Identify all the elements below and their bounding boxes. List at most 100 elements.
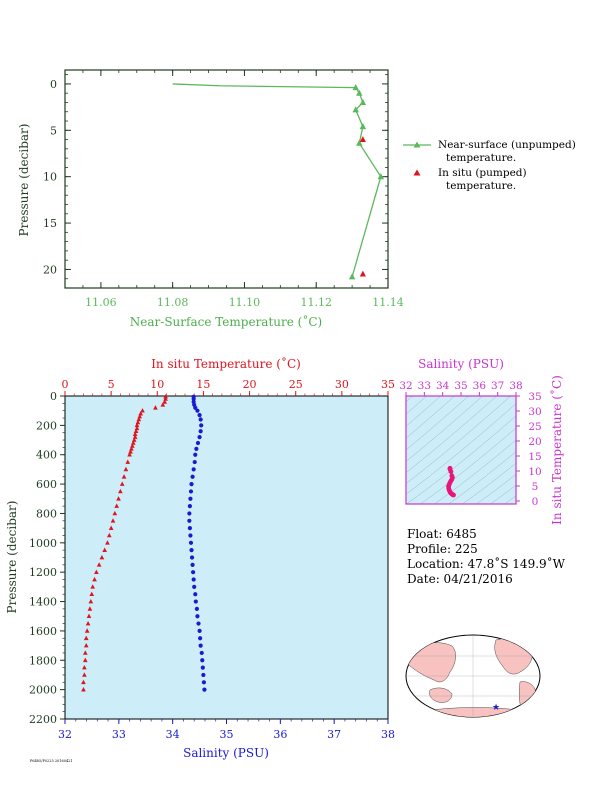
temperature-point	[127, 452, 132, 457]
salinity-point	[188, 533, 193, 538]
temperature-point	[125, 459, 131, 464]
temp-tick-label: 30	[335, 378, 349, 391]
float-location: Location: 47.8˚S 149.9˚W	[407, 557, 565, 571]
salinity-point	[194, 446, 199, 451]
ts-density-contour	[406, 403, 516, 495]
legend-near-surface-label-2: temperature.	[446, 152, 516, 164]
ts-density-contour	[406, 396, 511, 484]
temperature-point	[130, 443, 135, 448]
profile-date: Date: 04/21/2016	[407, 572, 513, 586]
salinity-point	[193, 592, 198, 597]
ts-plot-area	[406, 396, 516, 504]
pres-tick-label: 200	[36, 419, 57, 432]
top-series	[172, 83, 385, 280]
temp-tick-label: 25	[289, 378, 303, 391]
ts-density-contour	[518, 384, 612, 514]
sal-tick-label: 36	[273, 728, 287, 741]
pres-tick-label: 2000	[29, 684, 57, 697]
profile-chart: 0 5 10 15 20 25 30 35 32 33 34 35 36 37 38 0 200 400 600…	[5, 356, 395, 760]
salinity-point	[189, 548, 194, 553]
temperature-point	[82, 657, 88, 663]
pres-tick-label: 2200	[29, 713, 57, 726]
insitu-surface-point	[359, 270, 366, 277]
map-australia	[429, 687, 453, 703]
ts-density-contour	[406, 396, 497, 474]
top-x-tick-label: 11.10	[229, 296, 261, 309]
temperature-point	[106, 532, 112, 538]
salinity-point	[193, 405, 198, 410]
near-surface-point	[352, 106, 359, 113]
sal-tick-label: 38	[381, 728, 395, 741]
top-x-axis-label: Near-Surface Temperature (˚C)	[130, 314, 322, 329]
ts-density-contour	[406, 396, 455, 439]
sal-tick-label: 35	[220, 728, 234, 741]
ts-temp-tick-label: 30	[528, 406, 541, 418]
temperature-point	[160, 402, 166, 407]
temperature-point	[87, 606, 93, 611]
temp-tick-label: 20	[243, 378, 257, 391]
salinity-point	[190, 474, 195, 479]
near-surface-point	[359, 98, 367, 105]
salinity-point	[199, 423, 204, 428]
temperature-point	[82, 650, 88, 655]
temperature-point	[123, 466, 129, 472]
ts-sal-tick-label: 32	[399, 380, 412, 392]
legend-near-surface-marker	[413, 141, 421, 148]
top-y-tick-label: 0	[50, 78, 57, 91]
profile-temperature-tick-labels: 0 5 10 15 20 25 30 35	[62, 378, 396, 391]
ts-temp-tick-label: 15	[528, 451, 541, 463]
temperature-point	[96, 562, 102, 567]
pres-tick-label: 600	[36, 478, 57, 491]
temperature-point	[129, 446, 134, 451]
temp-tick-label: 10	[150, 378, 164, 391]
pres-tick-label: 1200	[29, 566, 57, 579]
ts-temp-tick-label: 10	[528, 466, 541, 478]
temperature-point	[134, 425, 140, 431]
temperature-point	[116, 496, 121, 501]
temperature-point	[81, 687, 86, 692]
top-y-tick-labels: 0 5 10 15 20	[43, 78, 57, 277]
salinity-point	[197, 435, 202, 440]
temperature-point	[140, 408, 145, 413]
map-grid	[406, 635, 540, 717]
ts-temp-tick-label: 5	[532, 481, 539, 493]
top-y-tick-label: 5	[50, 124, 57, 137]
profile-number: Profile: 225	[407, 542, 478, 556]
profile-pressure-axis-label: Pressure (decibar)	[5, 501, 19, 614]
salinity-point	[198, 417, 203, 422]
salinity-point	[193, 452, 198, 457]
ts-temp-tick-label: 25	[528, 421, 541, 433]
salinity-point	[188, 496, 193, 501]
temperature-point	[82, 665, 87, 670]
ts-temp-tick-label: 20	[528, 436, 541, 448]
temperature-point	[110, 518, 116, 523]
pres-tick-label: 400	[36, 449, 57, 462]
ts-salinity-axis-label: Salinity (PSU)	[418, 357, 504, 371]
temperature-point	[92, 576, 97, 582]
near-surface-point	[359, 122, 367, 130]
temperature-point	[94, 569, 99, 575]
temperature-point	[121, 474, 127, 479]
profile-temperature-axis-label: In situ Temperature (˚C)	[151, 356, 301, 371]
temperature-point	[102, 547, 108, 552]
salinity-point	[196, 621, 201, 626]
salinity-point	[187, 504, 192, 509]
top-y-axis-label: Pressure (decibar)	[17, 124, 31, 237]
top-y-tick-label: 10	[43, 171, 57, 184]
salinity-point	[195, 614, 200, 619]
ts-temp-tick-label: 35	[528, 391, 541, 403]
temperature-point	[162, 399, 168, 404]
pres-tick-label: 0	[50, 390, 57, 403]
profile-salinity-tick-labels: 32 33 34 35 36 37 38	[58, 728, 395, 741]
temperature-point	[118, 488, 123, 494]
pres-tick-label: 800	[36, 507, 57, 520]
salinity-point	[198, 636, 203, 641]
ts-sal-tick-label: 35	[454, 380, 467, 392]
temperature-profile-series	[81, 394, 168, 692]
near-surface-point	[348, 273, 356, 280]
salinity-point	[187, 511, 192, 516]
ts-salinity-tick-labels: 32 33 34 35 36 37 38	[399, 380, 522, 392]
footer-code: P6485/P0225 20160421	[30, 759, 73, 763]
ts-series	[446, 465, 456, 498]
near-surface-point	[356, 139, 363, 146]
